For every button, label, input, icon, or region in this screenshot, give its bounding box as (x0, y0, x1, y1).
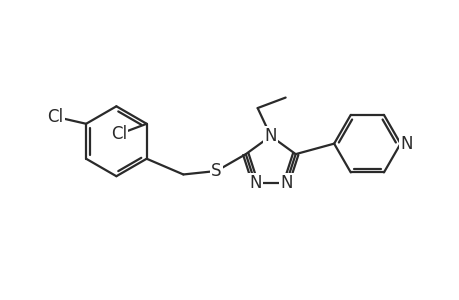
Text: N: N (400, 135, 412, 153)
Text: Cl: Cl (47, 108, 63, 126)
Text: Cl: Cl (111, 125, 127, 143)
Text: N: N (280, 174, 292, 192)
Text: S: S (211, 162, 221, 180)
Text: N: N (264, 127, 276, 145)
Text: N: N (249, 174, 261, 192)
